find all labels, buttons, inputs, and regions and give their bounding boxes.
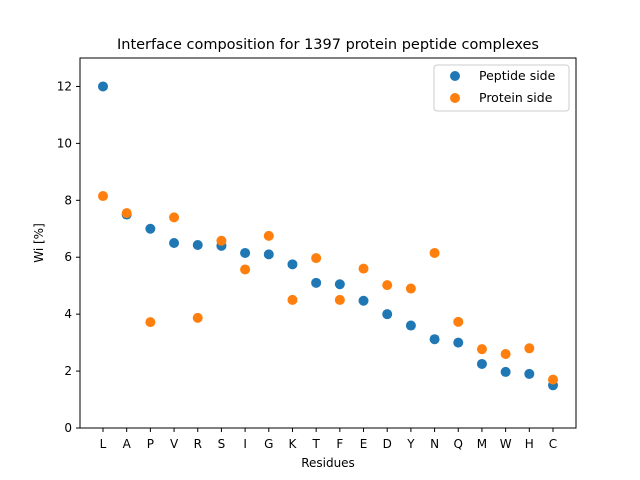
axes-frame [79,57,577,429]
legend-marker-peptide-side [450,71,460,81]
point-peptide-side-P [145,223,156,234]
x-tick-label-K: K [289,437,298,451]
y-tick-label-0: 0 [64,421,72,435]
x-tick-label-G: G [264,437,273,451]
y-tick-label-12: 12 [57,79,72,93]
x-tick-label-W: W [500,437,512,451]
point-peptide-side-W [500,366,511,377]
point-peptide-side-L [98,81,108,92]
point-protein-side-H [524,343,535,354]
x-tick-label-H: H [525,437,534,451]
y-axis-ticks: 0 2 4 6 8 10 12 [57,79,80,435]
x-tick-label-I: I [243,437,247,451]
x-axis-label: Residues [301,456,355,470]
point-peptide-side-Y [405,320,416,331]
point-protein-side-W [500,349,511,359]
point-peptide-side-I [240,247,251,258]
point-protein-side-K [287,294,298,305]
point-protein-side-S [216,235,227,246]
point-peptide-side-R [192,239,203,250]
point-peptide-side-H [524,368,535,379]
y-tick-label-6: 6 [64,250,72,264]
point-peptide-side-N [429,334,440,345]
point-protein-side-F [334,294,345,305]
x-tick-label-E: E [360,437,368,451]
point-protein-side-L [98,191,108,202]
x-tick-label-T: T [311,437,320,451]
x-tick-label-M: M [477,437,487,451]
point-peptide-side-T [311,277,322,288]
x-tick-label-D: D [383,437,392,451]
point-protein-side-D [382,280,393,291]
legend-label-protein-side: Protein side [479,90,553,105]
point-protein-side-P [145,317,156,328]
x-tick-label-C: C [549,437,557,451]
x-tick-label-Y: Y [406,437,415,451]
point-peptide-side-M [476,358,487,369]
legend-marker-protein-side [450,93,460,103]
legend: Peptide side Protein side [433,64,570,112]
x-tick-label-R: R [194,437,202,451]
point-protein-side-M [476,344,487,355]
y-tick-label-2: 2 [64,364,72,378]
point-protein-side-C [548,374,558,385]
point-peptide-side-E [358,295,369,306]
y-tick-label-8: 8 [64,193,72,207]
point-protein-side-R [192,312,203,323]
legend-label-peptide-side: Peptide side [479,68,556,83]
x-tick-label-A: A [123,437,132,451]
point-protein-side-Y [405,283,416,294]
point-protein-side-V [169,212,180,223]
y-tick-label-4: 4 [64,307,72,321]
point-peptide-side-D [382,309,393,320]
x-tick-label-N: N [430,437,439,451]
chart-title: Interface composition for 1397 protein p… [117,37,539,53]
point-protein-side-N [429,247,440,258]
data-points [98,81,558,391]
point-peptide-side-G [263,249,274,260]
point-protein-side-I [240,264,251,275]
point-protein-side-T [311,253,322,264]
x-tick-label-S: S [218,437,226,451]
x-tick-label-Q: Q [454,437,463,451]
x-tick-label-V: V [170,437,179,451]
legend-box [433,64,570,112]
point-peptide-side-F [334,279,345,290]
point-peptide-side-Q [453,337,464,348]
x-tick-label-P: P [147,437,154,451]
point-protein-side-A [121,208,132,219]
point-peptide-side-K [287,259,298,270]
y-tick-label-10: 10 [57,136,72,150]
y-axis-label: Wi [%] [32,223,46,263]
point-protein-side-Q [453,316,464,327]
point-peptide-side-V [169,238,180,248]
point-protein-side-G [263,230,274,241]
point-protein-side-E [358,263,369,274]
x-tick-label-F: F [336,437,343,451]
x-tick-label-L: L [100,437,107,451]
